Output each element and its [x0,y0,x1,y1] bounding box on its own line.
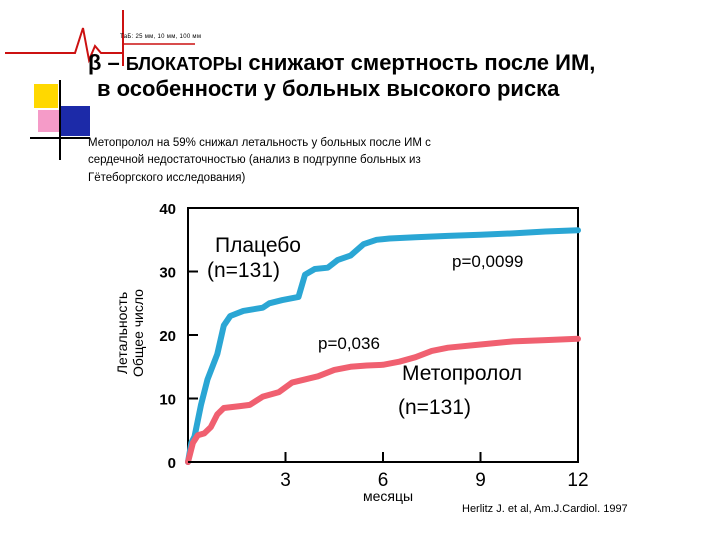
series-line-placebo [185,227,581,465]
subtitle-line2: сердечной недостаточностью (анализ в под… [88,154,421,166]
subtitle-line1: Метопролол на 59% снижал летальность у б… [88,137,431,149]
y-tick-label: 0 [168,455,176,472]
title-beta-symbol: β [88,50,102,75]
y-tick-label: 30 [159,265,176,282]
decorative-squares-icon [30,80,90,160]
p-value-placebo: p=0,0099 [452,252,523,271]
subtitle-line3: Гётеборгского исследования) [88,172,246,184]
y-tick-label: 10 [159,392,176,409]
title-dash: – [101,50,126,75]
x-tick-label: 6 [378,470,389,491]
legend-metoprolol-name: Метопролол [402,362,522,385]
x-tick-label: 12 [567,470,588,491]
x-tick-label: 3 [280,470,291,491]
legend-placebo-n: (n=131) [207,259,280,282]
deco-yellow-square [34,84,58,108]
ecg-heartbeat-logo-icon [5,10,195,66]
legend-placebo-name: Плацебо [215,234,301,257]
x-axis-label: месяцы [363,488,413,504]
series-line-metoprolol [185,335,581,465]
logo-caption: ТаБ: 25 мм, 10 мм, 100 мм [120,34,202,40]
p-value-metoprolol: p=0,036 [318,334,380,353]
page-title-line2: в особенности у больных высокого риска [97,76,560,101]
deco-blue-square [60,106,90,136]
deco-pink-square [38,110,60,132]
ecg-trace [5,10,124,66]
y-tick-label: 20 [159,328,176,345]
title-rest: снижают смертность после ИМ, [242,50,596,75]
y-axis-label-line2: Общее число [130,289,146,377]
y-tick-label: 40 [159,201,176,218]
citation-credit: Herlitz J. et al, Am.J.Cardiol. 1997 [462,503,628,515]
x-tick-label: 9 [475,470,486,491]
y-axis-label-line1: Летальность [114,292,130,374]
page-title-line1: β – БЛОКАТОРЫ снижают смертность после И… [88,50,595,76]
title-keyword: БЛОКАТОРЫ [125,54,243,74]
legend-metoprolol-n: (n=131) [398,396,471,419]
